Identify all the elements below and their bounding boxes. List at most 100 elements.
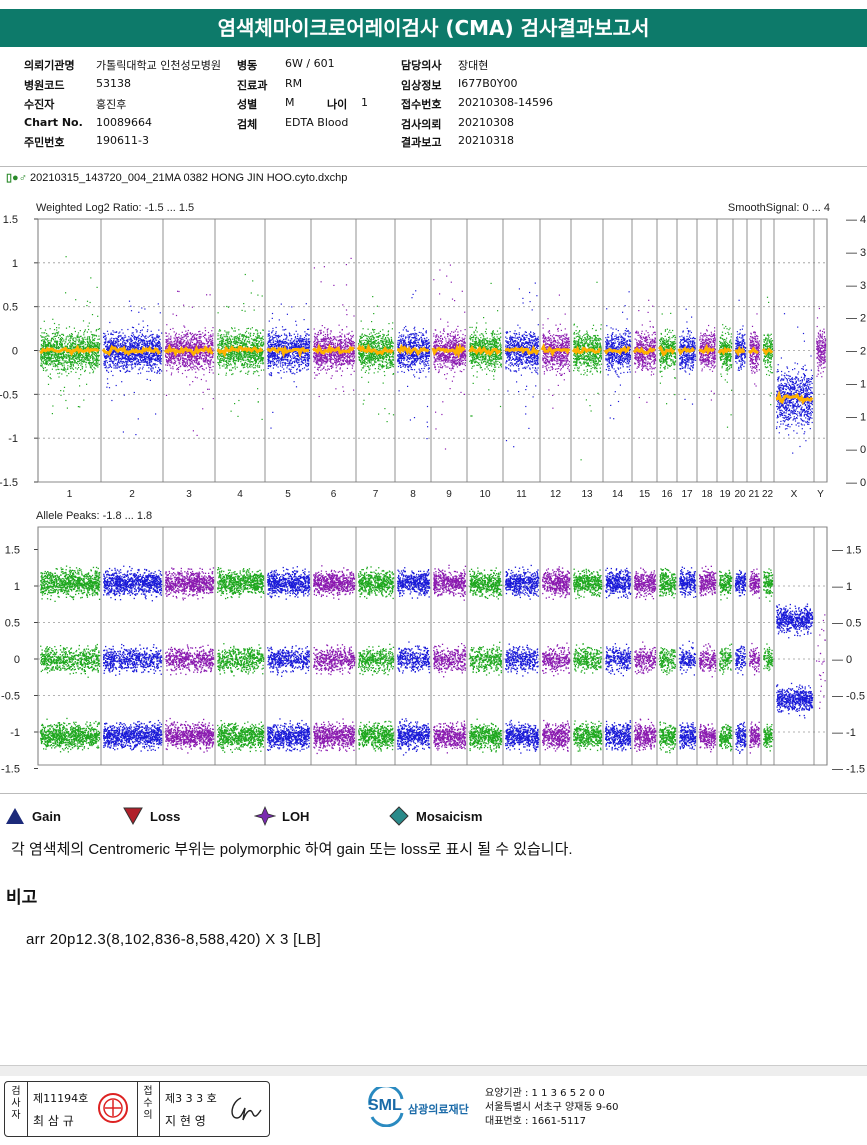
- log2-point: [259, 337, 261, 339]
- log2-point: [240, 359, 242, 361]
- log2-point: [143, 351, 145, 353]
- log2-point: [224, 330, 226, 332]
- log2-point: [83, 334, 85, 336]
- top-left-tick: 0: [12, 346, 18, 358]
- log2-point: [41, 336, 43, 338]
- log2-point: [72, 339, 74, 341]
- log2-point: [158, 345, 160, 347]
- log2-point: [208, 345, 210, 347]
- log2-point: [140, 336, 142, 338]
- log2-point: [235, 346, 237, 348]
- log2-point: [80, 352, 82, 354]
- log2-point: [56, 360, 58, 362]
- log2-point: [48, 335, 50, 337]
- log2-point: [217, 333, 219, 335]
- log2-point: [140, 330, 142, 332]
- log2-point: [106, 386, 108, 388]
- log2-point: [139, 359, 141, 361]
- log2-point: [144, 341, 146, 343]
- log2-point: [126, 363, 128, 365]
- log2-point: [202, 335, 204, 337]
- log2-point: [55, 364, 57, 366]
- log2-point: [116, 358, 118, 361]
- log2-point: [159, 360, 161, 362]
- log2-point: [74, 360, 76, 362]
- log2-point: [253, 363, 255, 365]
- log2-point: [127, 328, 129, 331]
- log2-point: [92, 339, 94, 341]
- log2-point: [206, 343, 208, 345]
- log2-point: [179, 340, 181, 342]
- req-label: 검사의뢰: [401, 118, 441, 131]
- log2-point: [169, 343, 171, 345]
- report-value: 20210318: [458, 134, 514, 147]
- log2-point: [276, 338, 278, 340]
- log2-point: [153, 340, 155, 342]
- log2-point: [68, 347, 70, 349]
- log2-point: [169, 360, 171, 362]
- log2-point: [138, 344, 140, 346]
- log2-point: [62, 357, 65, 360]
- log2-point: [79, 345, 81, 347]
- log2-point: [232, 358, 234, 360]
- log2-point: [257, 345, 259, 347]
- log2-point: [84, 361, 86, 363]
- log2-point: [226, 336, 228, 338]
- log2-point: [61, 343, 63, 345]
- log2-point: [249, 334, 251, 336]
- log2-point: [107, 341, 109, 343]
- log2-point: [134, 354, 137, 356]
- log2-point: [86, 345, 89, 347]
- log2-point: [219, 344, 221, 346]
- log2-point: [68, 361, 70, 363]
- log2-point: [74, 347, 76, 349]
- log2-point: [82, 348, 84, 350]
- log2-point: [86, 340, 89, 342]
- log2-point: [58, 343, 61, 345]
- log2-point: [248, 351, 250, 353]
- log2-point: [144, 354, 146, 356]
- log2-point: [70, 364, 73, 366]
- log2-point: [185, 345, 187, 347]
- log2-point: [169, 365, 171, 367]
- log2-point: [151, 347, 153, 349]
- log2-point: [154, 363, 156, 365]
- log2-point: [159, 357, 161, 359]
- log2-point: [43, 354, 45, 356]
- log2-point: [124, 364, 126, 366]
- log2-point: [203, 369, 205, 371]
- log2-point: [139, 342, 141, 344]
- inst-label: 의뢰기관명: [24, 59, 75, 72]
- log2-point: [91, 342, 93, 344]
- log2-point: [62, 358, 64, 360]
- log2-point: [74, 360, 76, 362]
- log2-point: [63, 364, 65, 366]
- log2-point: [243, 359, 245, 361]
- log2-point: [159, 355, 161, 357]
- log2-point: [50, 363, 52, 365]
- log2-point: [109, 358, 111, 360]
- log2-point: [168, 337, 170, 339]
- log2-point: [127, 359, 129, 361]
- log2-point: [158, 346, 160, 349]
- log2-point: [195, 334, 198, 336]
- log2-point: [189, 332, 191, 334]
- log2-point: [92, 359, 94, 361]
- log2-point: [70, 357, 72, 359]
- log2-point: [118, 345, 120, 347]
- log2-point: [81, 359, 83, 361]
- log2-point: [67, 367, 69, 369]
- log2-point: [189, 356, 192, 358]
- log2-point: [140, 356, 142, 358]
- log2-point: [240, 340, 242, 342]
- log2-point: [42, 343, 44, 345]
- log2-point: [191, 366, 193, 368]
- log2-point: [74, 343, 76, 345]
- log2-point: [156, 344, 158, 346]
- log2-point: [107, 333, 109, 335]
- log2-point: [92, 334, 94, 336]
- log2-point: [145, 354, 147, 356]
- log2-point: [49, 352, 51, 354]
- inst-value: 가톨릭대학교 인천성모병원: [96, 59, 221, 72]
- log2-point: [219, 334, 221, 336]
